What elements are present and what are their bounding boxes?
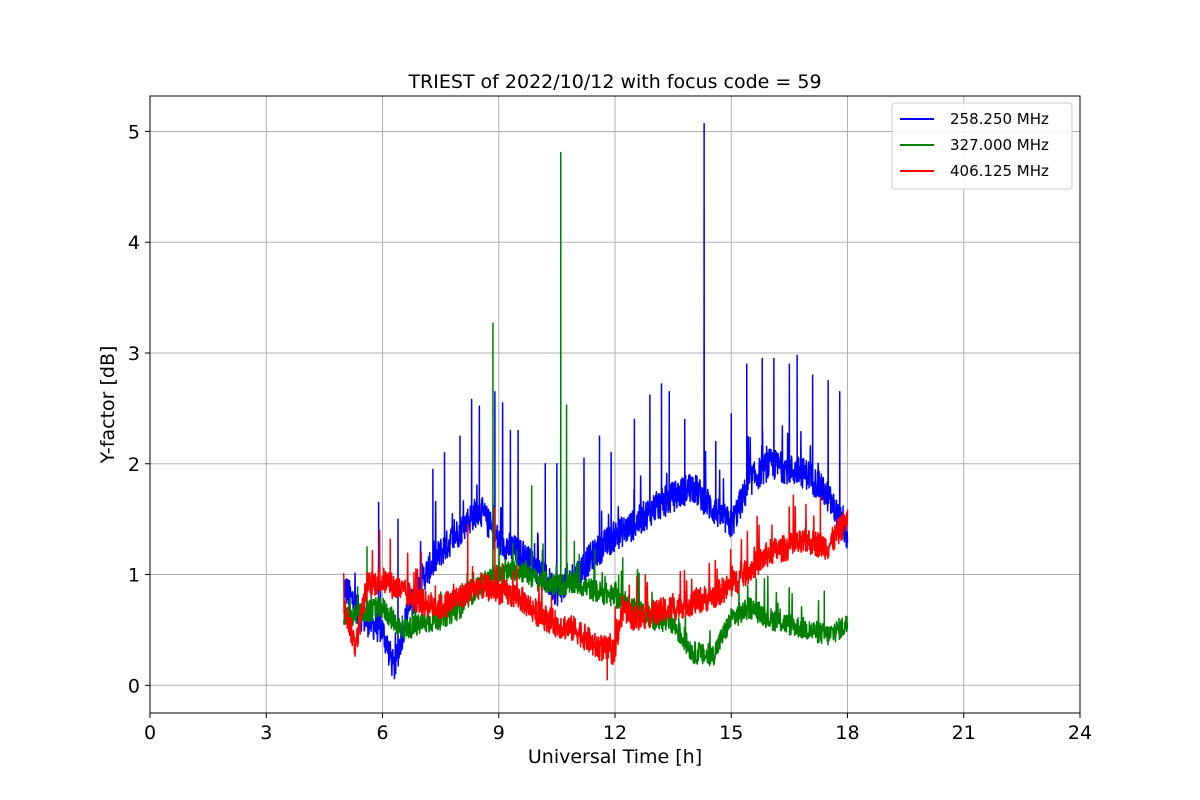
series-line-3	[343, 494, 849, 681]
x-axis-label: Universal Time [h]	[528, 746, 702, 768]
series-line-2	[343, 151, 849, 667]
x-tick-label: 18	[835, 722, 859, 744]
legend-label: 327.000 MHz	[950, 136, 1049, 154]
legend-label: 258.250 MHz	[950, 110, 1049, 128]
y-tick-label: 1	[128, 565, 140, 587]
x-tick-label: 0	[144, 722, 156, 744]
series-line-1	[343, 122, 849, 680]
x-tick-label: 15	[719, 722, 743, 744]
y-axis-label: Y-factor [dB]	[97, 346, 119, 465]
series-layer	[343, 122, 849, 681]
legend: 258.250 MHz 327.000 MHz 406.125 MHz	[891, 102, 1073, 190]
x-tick-label: 24	[1068, 722, 1092, 744]
x-tick-label: 3	[260, 722, 272, 744]
legend-box	[891, 102, 1073, 190]
x-tick-label: 21	[952, 722, 976, 744]
y-tick-label: 3	[128, 343, 140, 365]
y-tick-label: 0	[128, 675, 140, 697]
y-tick-label: 2	[128, 454, 140, 476]
y-tick-label: 4	[128, 232, 140, 254]
y-tick-label: 5	[128, 121, 140, 143]
x-tick-label: 9	[493, 722, 505, 744]
legend-label: 406.125 MHz	[950, 162, 1049, 180]
x-tick-label: 12	[603, 722, 627, 744]
x-tick-label: 6	[376, 722, 388, 744]
chart-title: TRIEST of 2022/10/12 with focus code = 5…	[407, 71, 821, 93]
